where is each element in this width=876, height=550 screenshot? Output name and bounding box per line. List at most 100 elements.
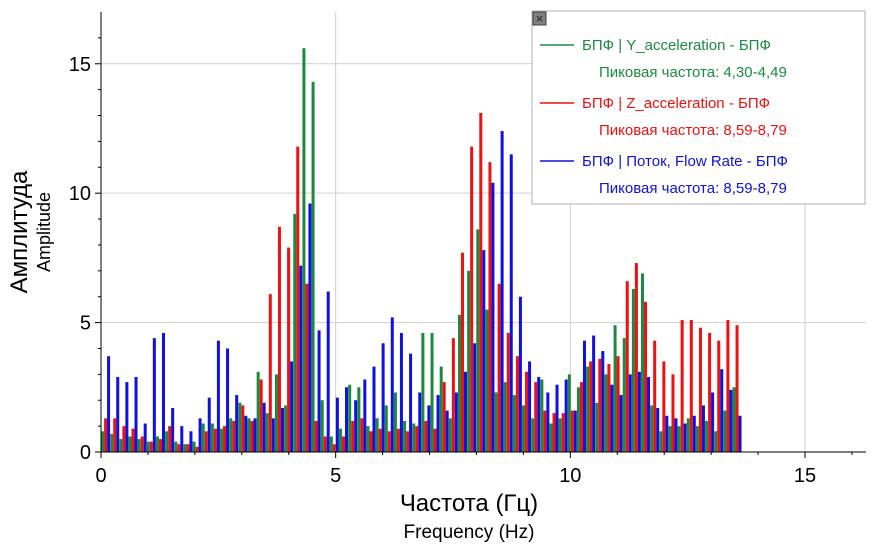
- bar-y-acceleration: [677, 426, 681, 452]
- close-icon: [532, 11, 547, 26]
- bar-y-acceleration: [448, 418, 452, 452]
- bar-flow-rate: [271, 418, 275, 452]
- bar-flow-rate: [720, 369, 724, 452]
- legend-entry-y: БПФ | Y_acceleration - БПФ: [582, 37, 771, 54]
- bar-y-acceleration: [723, 410, 727, 452]
- bar-y-acceleration: [137, 439, 141, 452]
- bar-flow-rate: [152, 338, 156, 452]
- bar-z-acceleration: [213, 428, 217, 452]
- bar-y-acceleration: [320, 400, 324, 452]
- bar-y-acceleration: [531, 418, 535, 452]
- bar-y-acceleration: [155, 436, 159, 452]
- bar-flow-rate: [500, 131, 504, 452]
- bar-z-acceleration: [607, 364, 611, 452]
- bar-flow-rate: [390, 317, 394, 452]
- bar-z-acceleration: [680, 320, 684, 452]
- bar-y-acceleration: [439, 366, 443, 452]
- bar-z-acceleration: [104, 418, 108, 452]
- bar-z-acceleration: [158, 439, 162, 452]
- bar-z-acceleration: [268, 294, 272, 452]
- bar-y-acceleration: [659, 431, 663, 452]
- bar-z-acceleration: [131, 428, 135, 452]
- bar-z-acceleration: [195, 446, 199, 452]
- bar-flow-rate: [656, 408, 660, 452]
- bar-y-acceleration: [101, 431, 105, 452]
- bar-flow-rate: [482, 250, 486, 452]
- bar-z-acceleration: [451, 338, 455, 452]
- bar-flow-rate: [409, 353, 413, 452]
- bar-flow-rate: [171, 408, 175, 452]
- bar-y-acceleration: [595, 402, 599, 452]
- bar-flow-rate: [491, 182, 495, 452]
- bar-z-acceleration: [351, 420, 355, 452]
- bar-flow-rate: [592, 335, 596, 452]
- bar-z-acceleration: [598, 358, 602, 452]
- bar-flow-rate: [317, 330, 321, 452]
- bar-z-acceleration: [461, 252, 464, 452]
- bar-flow-rate: [107, 356, 111, 452]
- bar-z-acceleration: [149, 441, 153, 452]
- bar-z-acceleration: [140, 436, 144, 452]
- bar-z-acceleration: [653, 340, 657, 452]
- legend-box: [531, 10, 866, 205]
- bar-flow-rate: [683, 423, 687, 452]
- bar-flow-rate: [555, 384, 559, 452]
- bar-flow-rate: [134, 376, 138, 452]
- bar-flow-rate: [244, 415, 248, 452]
- bar-y-acceleration: [119, 439, 123, 452]
- bar-flow-rate: [692, 415, 696, 452]
- bar-y-acceleration: [311, 81, 315, 452]
- bar-y-acceleration: [512, 395, 516, 452]
- bar-flow-rate: [464, 371, 467, 452]
- bar-flow-rate: [161, 332, 165, 452]
- bar-z-acceleration: [113, 418, 117, 452]
- bar-z-acceleration: [552, 413, 556, 452]
- bar-y-acceleration: [165, 431, 169, 452]
- bar-z-acceleration: [168, 426, 172, 452]
- bar-y-acceleration: [421, 332, 425, 452]
- bar-flow-rate: [473, 343, 477, 452]
- bar-z-acceleration: [332, 444, 336, 452]
- bar-z-acceleration: [305, 283, 309, 452]
- bar-y-acceleration: [384, 405, 388, 452]
- bar-flow-rate: [345, 387, 349, 452]
- bar-flow-rate: [262, 402, 266, 452]
- y-tick-label: 15: [69, 54, 91, 76]
- bar-flow-rate: [280, 408, 284, 452]
- bar-z-acceleration: [479, 112, 483, 452]
- bar-flow-rate: [116, 376, 120, 452]
- bar-z-acceleration: [735, 325, 739, 452]
- bar-z-acceleration: [396, 428, 400, 452]
- bar-flow-rate: [619, 395, 623, 452]
- bar-flow-rate: [637, 371, 641, 452]
- bar-y-acceleration: [229, 418, 233, 452]
- bar-flow-rate: [299, 265, 303, 452]
- bar-flow-rate: [436, 395, 440, 452]
- bar-flow-rate: [326, 291, 330, 452]
- bar-y-acceleration: [375, 418, 379, 452]
- bar-z-acceleration: [589, 361, 593, 452]
- x-tick-label: 15: [794, 465, 816, 487]
- bar-y-acceleration: [284, 405, 288, 452]
- bar-z-acceleration: [543, 410, 547, 452]
- bar-flow-rate: [573, 410, 577, 452]
- legend-peak-z: Пиковая частота: 8,59-8,79: [599, 122, 787, 139]
- bar-y-acceleration: [110, 433, 114, 452]
- bar-y-acceleration: [576, 387, 580, 452]
- bar-z-acceleration: [726, 320, 730, 452]
- ticks-layer: 0 5 10 15 0 5 10 15: [69, 37, 853, 487]
- bar-y-acceleration: [329, 436, 333, 452]
- bar-z-acceleration: [415, 426, 419, 452]
- bar-y-acceleration: [256, 371, 260, 452]
- bar-flow-rate: [445, 410, 449, 452]
- legend-close-button[interactable]: ×: [532, 11, 547, 26]
- bar-flow-rate: [418, 392, 422, 452]
- bar-z-acceleration: [122, 426, 126, 452]
- y-tick-label: 10: [69, 183, 91, 205]
- x-axis-label: Частота (Гц): [400, 490, 538, 517]
- bar-y-acceleration: [613, 325, 617, 452]
- bar-z-acceleration: [708, 332, 712, 452]
- bar-flow-rate: [711, 392, 715, 452]
- bar-y-acceleration: [274, 374, 278, 452]
